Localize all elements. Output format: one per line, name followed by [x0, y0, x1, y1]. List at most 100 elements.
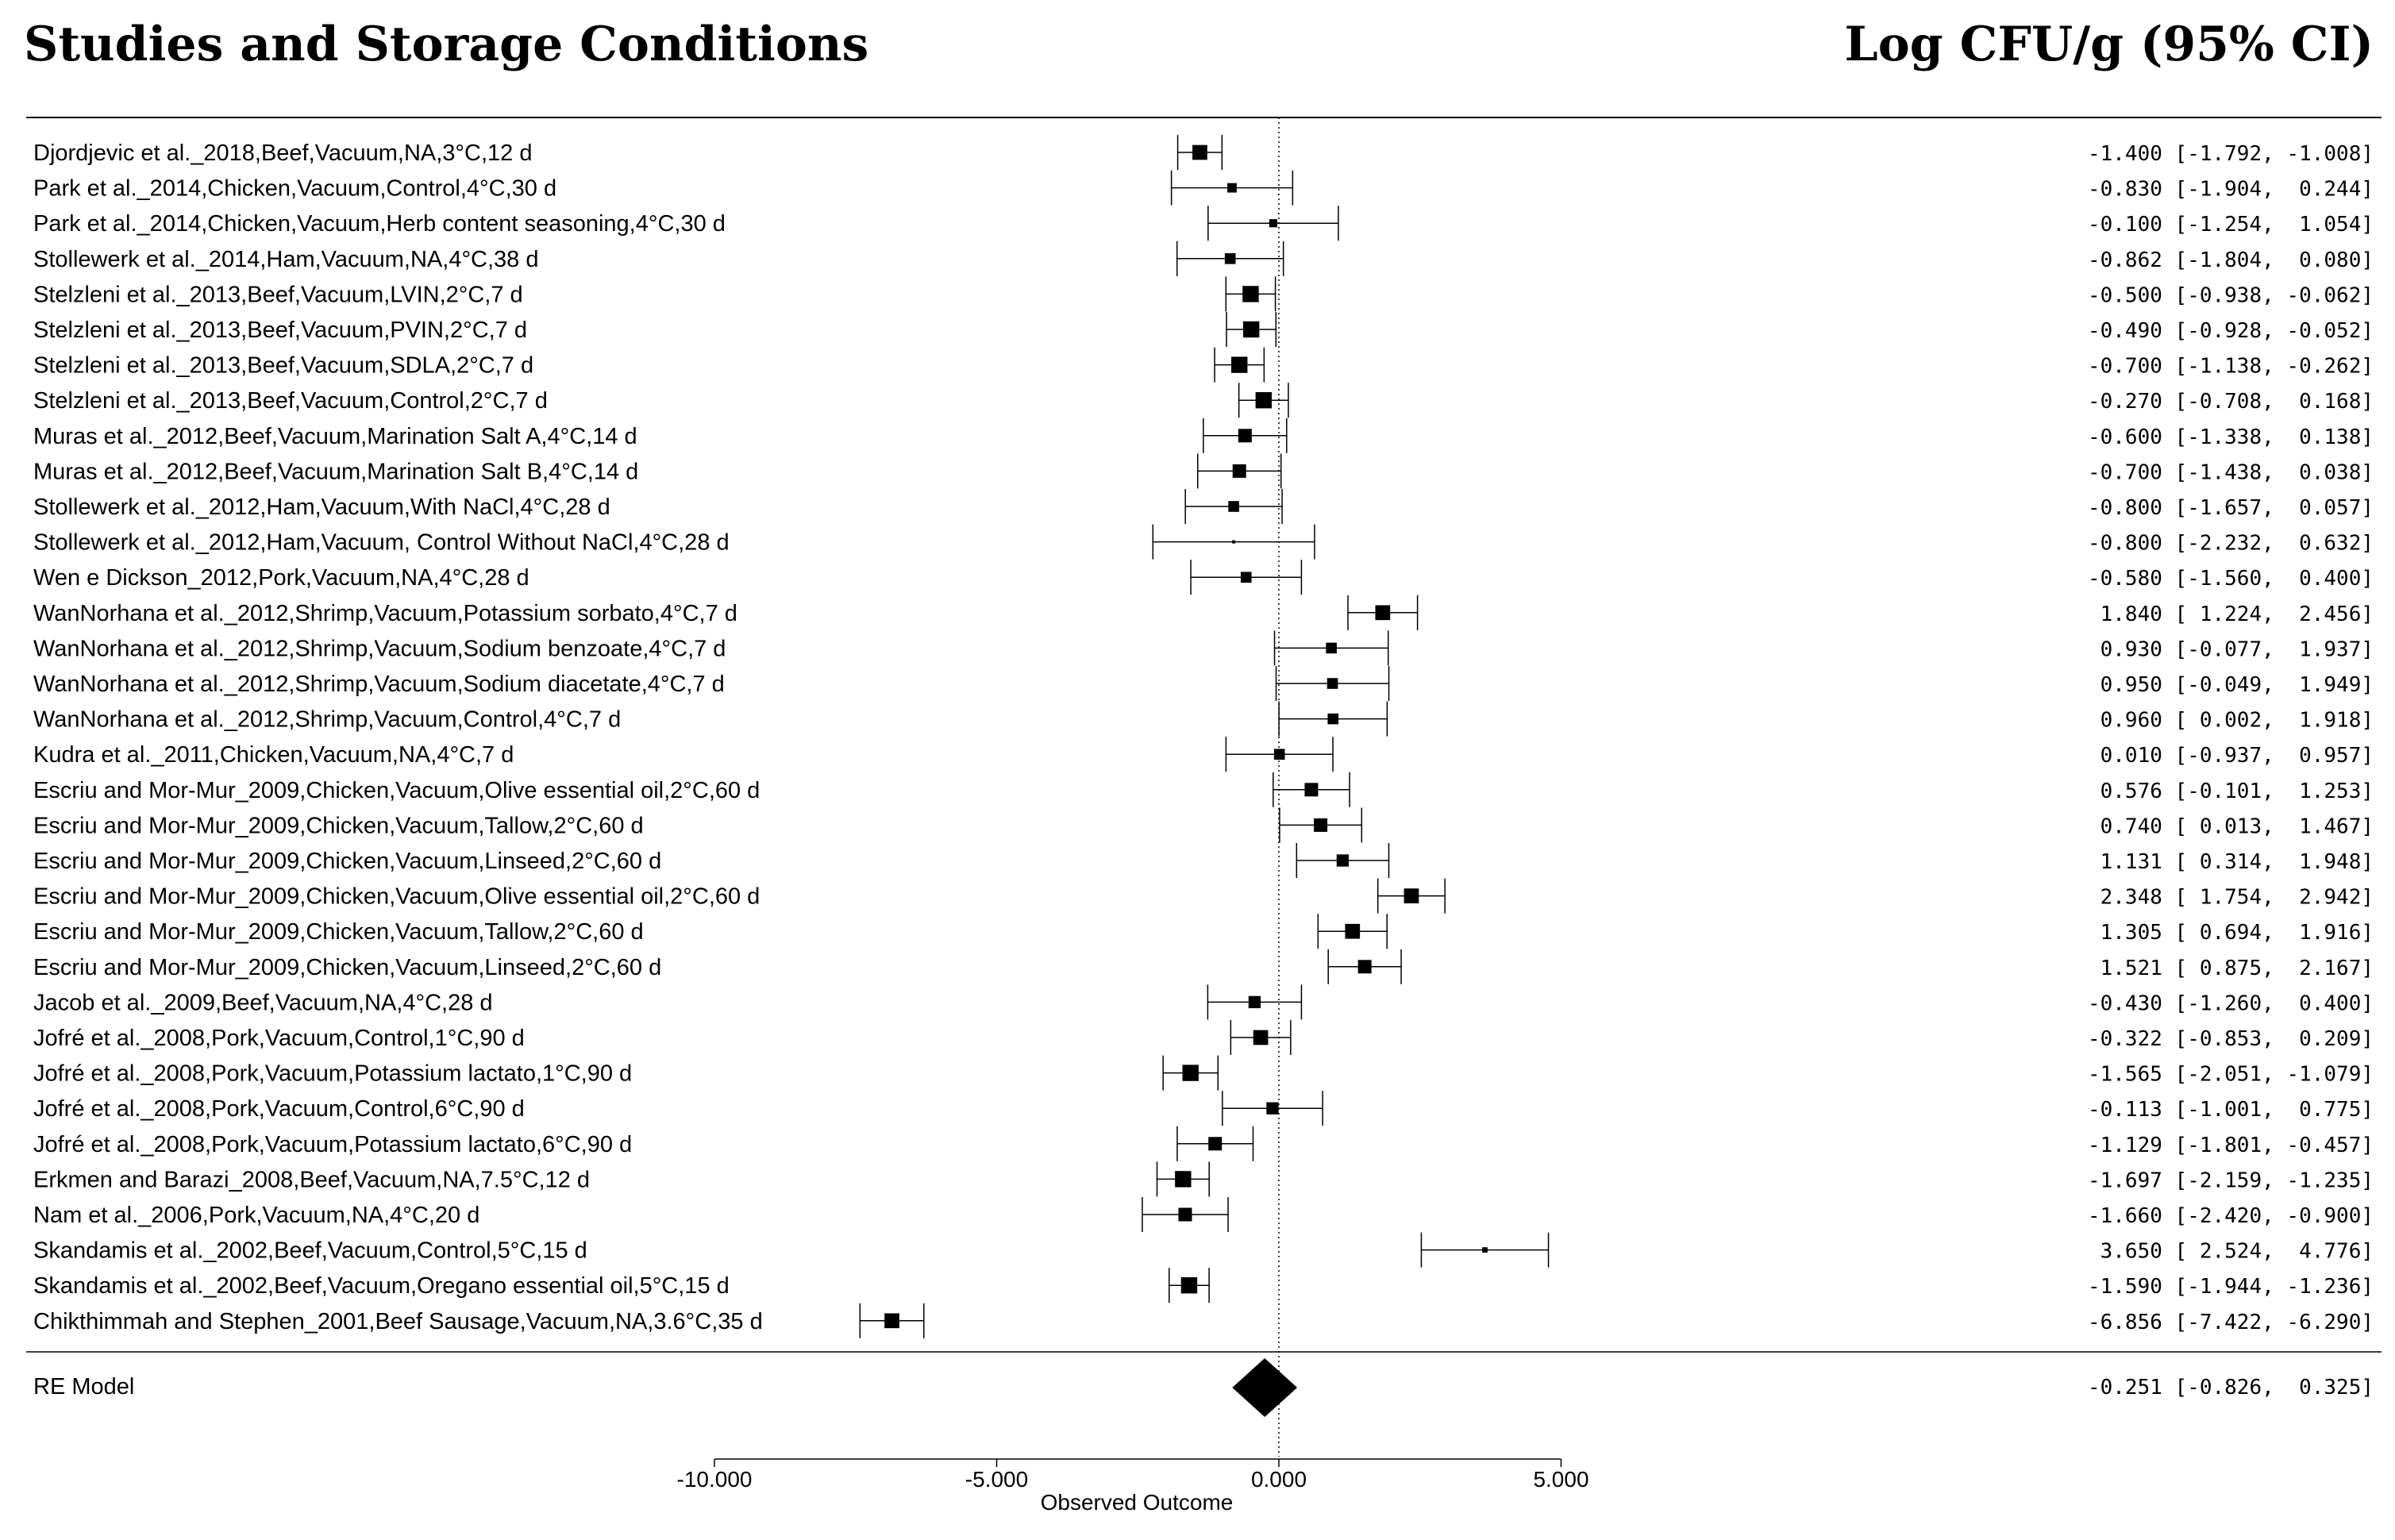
study-label: Stelzleni et al._2013,Beef,Vacuum,PVIN,2…: [33, 318, 527, 343]
point-estimate: [1255, 392, 1273, 409]
study-row: Stollewerk et al._2012,Ham,Vacuum, Contr…: [33, 524, 2374, 560]
study-label: Skandamis et al._2002,Beef,Vacuum,Contro…: [33, 1238, 587, 1264]
x-axis: Observed Outcome -10.000 -5.000 0.000 5.000: [677, 1458, 1589, 1515]
summary-ci-text: -0.251 [-0.826, 0.325]: [2088, 1376, 2374, 1399]
study-label: Stelzleni et al._2013,Beef,Vacuum,SDLA,2…: [33, 353, 533, 379]
study-row: Escriu and Mor-Mur_2009,Chicken,Vacuum,L…: [33, 843, 2374, 878]
study-row: Escriu and Mor-Mur_2009,Chicken,Vacuum,O…: [33, 878, 2374, 914]
study-row: Stollewerk et al._2012,Ham,Vacuum,With N…: [33, 489, 2374, 524]
study-ci-text: -1.400 [-1.792, -1.008]: [2088, 142, 2374, 166]
study-row: Jofré et al._2008,Pork,Vacuum,Control,1°…: [33, 1020, 2374, 1055]
point-estimate: [1304, 783, 1319, 797]
study-ci-text: 3.650 [ 2.524, 4.776]: [2088, 1240, 2374, 1264]
point-estimate: [1232, 464, 1246, 478]
study-row: Nam et al._2006,Pork,Vacuum,NA,4°C,20 d -…: [33, 1197, 2374, 1232]
study-label: WanNorhana et al._2012,Shrimp,Vacuum,Pot…: [33, 601, 737, 626]
study-label: Stollewerk et al._2012,Ham,Vacuum, Contr…: [33, 530, 730, 556]
study-ci-text: -0.113 [-1.001, 0.775]: [2088, 1098, 2374, 1122]
point-estimate: [1227, 183, 1237, 193]
study-label: Stollewerk et al._2014,Ham,Vacuum,NA,4°C…: [33, 247, 539, 272]
study-row: Stelzleni et al._2013,Beef,Vacuum,PVIN,2…: [33, 312, 2374, 347]
point-estimate: [1273, 749, 1285, 760]
x-tick-label: 5.000: [1533, 1467, 1588, 1492]
point-estimate: [1375, 605, 1391, 621]
study-ci-text: -1.590 [-1.944, -1.236]: [2088, 1275, 2374, 1299]
study-row: Escriu and Mor-Mur_2009,Chicken,Vacuum,T…: [33, 914, 2374, 949]
study-ci-text: 0.010 [-0.937, 0.957]: [2088, 744, 2374, 768]
point-estimate: [1231, 356, 1248, 373]
study-label: Jofré et al._2008,Pork,Vacuum,Potassium …: [33, 1132, 632, 1157]
study-row: Stelzleni et al._2013,Beef,Vacuum,LVIN,2…: [33, 276, 2374, 312]
study-ci-text: -1.129 [-1.801, -0.457]: [2088, 1134, 2374, 1157]
study-ci-text: -0.100 [-1.254, 1.054]: [2088, 213, 2374, 237]
point-estimate: [1242, 286, 1259, 302]
summary-row: RE Model -0.251 [-0.826, 0.325]: [33, 1358, 2374, 1417]
study-label: Escriu and Mor-Mur_2009,Chicken,Vacuum,T…: [33, 813, 644, 838]
point-estimate: [1180, 1277, 1198, 1294]
study-label: Escriu and Mor-Mur_2009,Chicken,Vacuum,L…: [33, 955, 661, 980]
study-row: Djordjevic et al._2018,Beef,Vacuum,NA,3°…: [33, 135, 2374, 170]
study-row: Stelzleni et al._2013,Beef,Vacuum,Contro…: [33, 383, 2374, 418]
point-estimate: [1178, 1207, 1192, 1222]
study-ci-text: -0.700 [-1.438, 0.038]: [2088, 460, 2374, 484]
study-label: Chikthimmah and Stephen_2001,Beef Sausag…: [33, 1309, 763, 1334]
study-ci-text: -0.580 [-1.560, 0.400]: [2088, 567, 2374, 591]
study-row: Chikthimmah and Stephen_2001,Beef Sausag…: [33, 1303, 2374, 1338]
study-row: WanNorhana et al._2012,Shrimp,Vacuum,Con…: [33, 701, 2374, 737]
point-estimate: [1224, 253, 1236, 264]
study-row: Skandamis et al._2002,Beef,Vacuum,Contro…: [33, 1232, 2374, 1268]
study-ci-text: 0.930 [-0.077, 1.937]: [2088, 637, 2374, 661]
study-ci-text: -0.430 [-1.260, 0.400]: [2088, 991, 2374, 1015]
point-estimate: [1404, 888, 1419, 903]
study-row: Muras et al._2012,Beef,Vacuum,Marination…: [33, 418, 2374, 453]
x-tick-label: 0.000: [1251, 1467, 1307, 1492]
study-row: Park et al._2014,Chicken,Vacuum,Control,…: [33, 170, 2374, 206]
x-axis-title: Observed Outcome: [1041, 1490, 1234, 1515]
study-row: WanNorhana et al._2012,Shrimp,Vacuum,Pot…: [33, 595, 2374, 630]
study-ci-text: -0.270 [-0.708, 0.168]: [2088, 390, 2374, 414]
study-label: Stollewerk et al._2012,Ham,Vacuum,With N…: [33, 495, 610, 520]
study-label: Jofré et al._2008,Pork,Vacuum,Control,1°…: [33, 1026, 525, 1051]
study-row: Erkmen and Barazi_2008,Beef,Vacuum,NA,7.…: [33, 1161, 2374, 1197]
study-label: Escriu and Mor-Mur_2009,Chicken,Vacuum,O…: [33, 778, 760, 803]
point-estimate: [1238, 429, 1252, 443]
study-ci-text: 0.740 [ 0.013, 1.467]: [2088, 814, 2374, 838]
point-estimate: [1242, 321, 1260, 338]
point-estimate: [1240, 572, 1252, 583]
study-label: Escriu and Mor-Mur_2009,Chicken,Vacuum,L…: [33, 849, 661, 874]
study-ci-text: -1.660 [-2.420, -0.900]: [2088, 1204, 2374, 1228]
study-row: Muras et al._2012,Beef,Vacuum,Marination…: [33, 453, 2374, 489]
point-estimate: [1182, 1065, 1199, 1081]
x-tick-label: -5.000: [965, 1467, 1028, 1492]
study-label: Erkmen and Barazi_2008,Beef,Vacuum,NA,7.…: [33, 1167, 590, 1192]
study-ci-text: -0.862 [-1.804, 0.080]: [2088, 248, 2374, 272]
point-estimate: [1327, 713, 1339, 725]
study-ci-text: -0.830 [-1.904, 0.244]: [2088, 178, 2374, 202]
study-label: Stelzleni et al._2013,Beef,Vacuum,LVIN,2…: [33, 282, 523, 307]
point-estimate: [1326, 642, 1337, 654]
study-label: WanNorhana et al._2012,Shrimp,Vacuum,Con…: [33, 707, 621, 733]
point-estimate: [1345, 923, 1361, 939]
point-estimate: [1248, 995, 1261, 1009]
study-label: Escriu and Mor-Mur_2009,Chicken,Vacuum,T…: [33, 919, 644, 945]
study-ci-text: -0.700 [-1.138, -0.262]: [2088, 355, 2374, 379]
study-ci-text: 1.131 [ 0.314, 1.948]: [2088, 850, 2374, 874]
study-row: WanNorhana et al._2012,Shrimp,Vacuum,Sod…: [33, 630, 2374, 666]
study-label: Escriu and Mor-Mur_2009,Chicken,Vacuum,O…: [33, 884, 760, 910]
study-label: Jofré et al._2008,Pork,Vacuum,Potassium …: [33, 1061, 632, 1087]
study-ci-text: -0.800 [-2.232, 0.632]: [2088, 532, 2374, 556]
study-row: Escriu and Mor-Mur_2009,Chicken,Vacuum,O…: [33, 772, 2374, 807]
study-label: Muras et al._2012,Beef,Vacuum,Marination…: [33, 459, 638, 484]
point-estimate: [1266, 1102, 1279, 1115]
point-estimate: [1326, 678, 1338, 689]
left-header: Studies and Storage Conditions: [24, 17, 868, 72]
study-ci-text: 0.950 [-0.049, 1.949]: [2088, 673, 2374, 697]
study-label: Skandamis et al._2002,Beef,Vacuum,Oregan…: [33, 1273, 730, 1299]
point-estimate: [1192, 144, 1207, 160]
study-ci-text: -6.856 [-7.422, -6.290]: [2088, 1311, 2374, 1334]
study-ci-text: 0.576 [-0.101, 1.253]: [2088, 780, 2374, 803]
study-rows: Djordjevic et al._2018,Beef,Vacuum,NA,3°…: [33, 135, 2374, 1338]
study-label: WanNorhana et al._2012,Shrimp,Vacuum,Sod…: [33, 636, 726, 661]
study-ci-text: 1.840 [ 1.224, 2.456]: [2088, 603, 2374, 626]
